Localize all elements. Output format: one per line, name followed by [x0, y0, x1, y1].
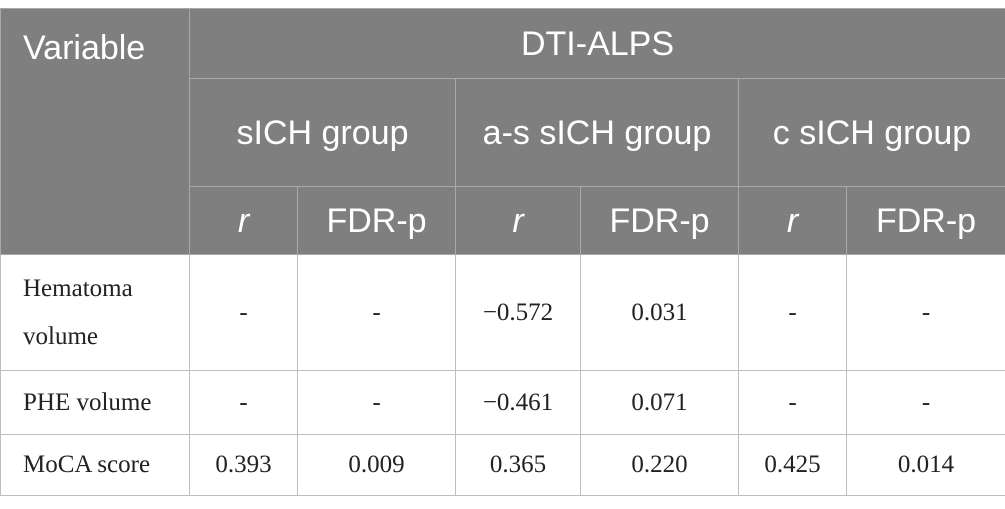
subcol-fdrp-as-sich: FDR-p [580, 186, 739, 255]
measure-header: DTI-ALPS [188, 8, 1005, 79]
table-cell: 0.071 [580, 370, 739, 435]
table-cell: - [738, 254, 847, 371]
table-row: MoCA score 0.393 0.009 0.365 0.220 0.425… [0, 434, 1005, 496]
table-cell: - [297, 254, 456, 371]
table-cell: 0.425 [738, 434, 847, 496]
subcol-r-c-sich: r [738, 186, 847, 255]
row-label-phe-volume: PHE volume [0, 370, 190, 435]
table-cell: 0.393 [189, 434, 298, 496]
table-cell: 0.365 [455, 434, 581, 496]
variable-header: Variable [0, 8, 190, 255]
table-cell: −0.461 [455, 370, 581, 435]
subcol-fdrp-sich: FDR-p [297, 186, 456, 255]
table-cell: - [738, 370, 847, 435]
subcol-r-sich: r [189, 186, 298, 255]
table-row: PHE volume - - −0.461 0.071 - - [0, 370, 1005, 435]
header-row-subcols: r FDR-p r FDR-p r FDR-p [1, 186, 1005, 255]
table-cell: 0.220 [580, 434, 739, 496]
group-header-as-sich: a-s sICH group [455, 78, 739, 187]
row-label-hematoma-volume: Hematoma volume [0, 254, 190, 371]
group-header-c-sich: c sICH group [737, 78, 1005, 187]
group-header-sich: sICH group [189, 78, 456, 187]
table-cell: - [189, 254, 298, 371]
table-cell: - [189, 370, 298, 435]
table-cell: 0.014 [845, 434, 1005, 496]
table-cell: 0.031 [580, 254, 739, 371]
correlation-table-container: Variable DTI-ALPS sICH group a-s sICH gr… [0, 8, 1005, 496]
subcol-r-as-sich: r [455, 186, 581, 255]
table-cell: - [845, 254, 1005, 371]
row-label-moca-score: MoCA score [0, 434, 190, 496]
correlation-table: Variable DTI-ALPS sICH group a-s sICH gr… [0, 8, 1005, 496]
header-row-measure: Variable DTI-ALPS [0, 8, 1005, 255]
table-cell: 0.009 [297, 434, 456, 496]
table-cell: −0.572 [455, 254, 581, 371]
header-row-groups: sICH group a-s sICH group c sICH group [1, 78, 1005, 187]
table-cell: - [845, 370, 1005, 435]
table-row: Hematoma volume - - −0.572 0.031 - - [0, 254, 1005, 371]
table-cell: - [297, 370, 456, 435]
subcol-fdrp-c-sich: FDR-p [845, 186, 1005, 255]
